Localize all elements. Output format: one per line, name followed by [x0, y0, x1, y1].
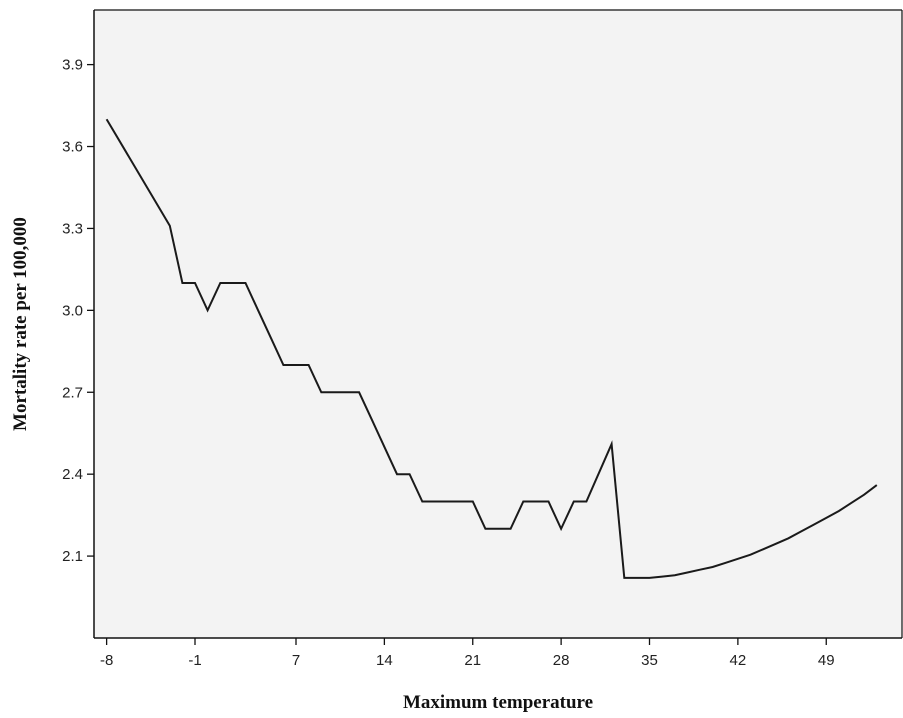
y-tick-label: 3.3	[62, 220, 83, 237]
x-ticks: -8 -1 7 14 21 28 35 42 49	[100, 638, 835, 669]
y-tick-label: 3.9	[62, 57, 83, 74]
x-tick-label: 42	[730, 652, 747, 669]
y-tick-label: 2.4	[62, 466, 83, 483]
plot-area	[94, 10, 902, 638]
y-tick-label: 3.6	[62, 139, 83, 156]
y-tick-label: 2.7	[62, 384, 83, 401]
x-axis-title: Maximum temperature	[403, 692, 593, 713]
x-tick-label: 14	[376, 652, 393, 669]
x-tick-label: 28	[553, 652, 570, 669]
y-tick-label: 3.0	[62, 302, 83, 319]
y-axis-title: Mortality rate per 100,000	[10, 217, 31, 431]
y-ticks: 2.1 2.4 2.7 3.0 3.3 3.6 3.9	[62, 57, 94, 565]
x-tick-label: 35	[641, 652, 658, 669]
series-line	[105, 118, 878, 579]
x-tick-label: -1	[188, 652, 201, 669]
x-tick-label: 21	[464, 652, 481, 669]
x-tick-label: 7	[292, 652, 300, 669]
x-tick-label: -8	[100, 652, 113, 669]
y-tick-label: 2.1	[62, 548, 83, 565]
series-layer	[105, 118, 878, 579]
x-tick-label: 49	[818, 652, 835, 669]
